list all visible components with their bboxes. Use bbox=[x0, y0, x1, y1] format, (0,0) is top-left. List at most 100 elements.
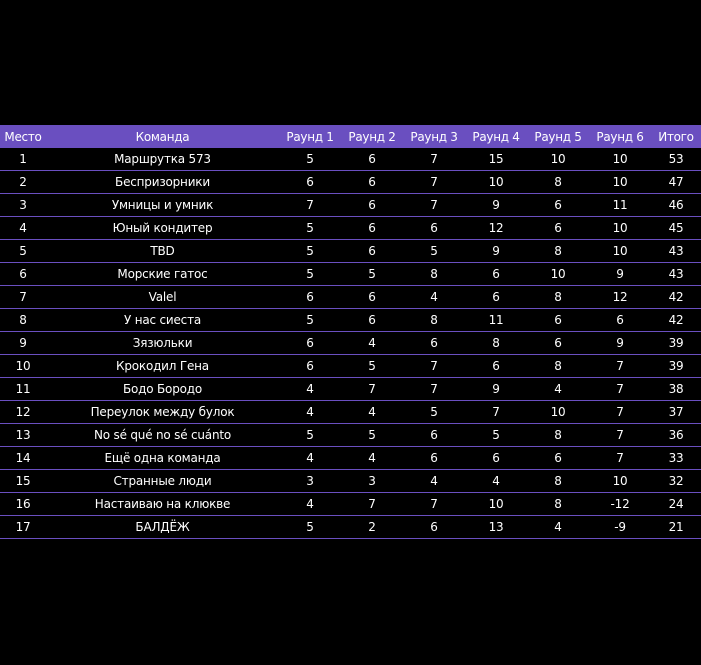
table-row: 2 Беспризорники 6 6 7 10 8 10 47 bbox=[0, 170, 701, 194]
cell-total: 36 bbox=[651, 423, 701, 447]
cell-round-6: 9 bbox=[589, 262, 651, 286]
table-row: 14 Ещё одна команда 4 4 6 6 6 7 33 bbox=[0, 446, 701, 470]
header-round-4: Раунд 4 bbox=[465, 125, 527, 148]
cell-round-5: 8 bbox=[527, 170, 589, 194]
cell-round-5: 8 bbox=[527, 285, 589, 309]
standings-table: Место Команда Раунд 1 Раунд 2 Раунд 3 Ра… bbox=[0, 125, 701, 539]
header-round-6: Раунд 6 bbox=[589, 125, 651, 148]
cell-round-3: 7 bbox=[403, 193, 465, 217]
cell-place: 2 bbox=[0, 170, 46, 194]
cell-round-3: 5 bbox=[403, 239, 465, 263]
cell-round-2: 6 bbox=[341, 308, 403, 332]
table-row: 6 Морские гатос 5 5 8 6 10 9 43 bbox=[0, 262, 701, 286]
cell-round-2: 4 bbox=[341, 331, 403, 355]
cell-round-3: 7 bbox=[403, 148, 465, 171]
cell-round-5: 6 bbox=[527, 331, 589, 355]
cell-round-6: 10 bbox=[589, 170, 651, 194]
cell-round-1: 4 bbox=[279, 377, 341, 401]
cell-round-4: 6 bbox=[465, 354, 527, 378]
cell-round-6: 7 bbox=[589, 423, 651, 447]
header-row: Место Команда Раунд 1 Раунд 2 Раунд 3 Ра… bbox=[0, 125, 701, 148]
table-row: 9 Зязюльки 6 4 6 8 6 9 39 bbox=[0, 331, 701, 355]
cell-round-5: 8 bbox=[527, 469, 589, 493]
cell-place: 1 bbox=[0, 148, 46, 171]
cell-round-2: 4 bbox=[341, 400, 403, 424]
cell-round-4: 5 bbox=[465, 423, 527, 447]
table-row: 1 Маршрутка 573 5 6 7 15 10 10 53 bbox=[0, 148, 701, 171]
cell-round-1: 5 bbox=[279, 423, 341, 447]
cell-total: 24 bbox=[651, 492, 701, 516]
cell-place: 9 bbox=[0, 331, 46, 355]
cell-round-4: 10 bbox=[465, 170, 527, 194]
cell-round-3: 4 bbox=[403, 469, 465, 493]
cell-total: 46 bbox=[651, 193, 701, 217]
cell-round-5: 6 bbox=[527, 308, 589, 332]
table-row: 17 БАЛДЁЖ 5 2 6 13 4 -9 21 bbox=[0, 515, 701, 539]
cell-place: 15 bbox=[0, 469, 46, 493]
cell-round-6: 9 bbox=[589, 331, 651, 355]
cell-total: 21 bbox=[651, 515, 701, 539]
cell-round-4: 7 bbox=[465, 400, 527, 424]
cell-team: Беспризорники bbox=[46, 170, 279, 194]
cell-round-5: 8 bbox=[527, 239, 589, 263]
cell-place: 10 bbox=[0, 354, 46, 378]
cell-round-5: 10 bbox=[527, 148, 589, 171]
cell-round-6: 11 bbox=[589, 193, 651, 217]
cell-total: 43 bbox=[651, 239, 701, 263]
cell-round-1: 5 bbox=[279, 239, 341, 263]
header-round-1: Раунд 1 bbox=[279, 125, 341, 148]
cell-round-3: 6 bbox=[403, 515, 465, 539]
cell-team: Маршрутка 573 bbox=[46, 148, 279, 171]
cell-round-6: 7 bbox=[589, 377, 651, 401]
cell-team: Переулок между булок bbox=[46, 400, 279, 424]
cell-round-1: 6 bbox=[279, 170, 341, 194]
cell-round-3: 7 bbox=[403, 170, 465, 194]
cell-total: 32 bbox=[651, 469, 701, 493]
cell-round-3: 7 bbox=[403, 377, 465, 401]
cell-round-2: 6 bbox=[341, 239, 403, 263]
cell-round-3: 5 bbox=[403, 400, 465, 424]
cell-round-5: 10 bbox=[527, 400, 589, 424]
cell-round-5: 6 bbox=[527, 216, 589, 240]
cell-total: 39 bbox=[651, 354, 701, 378]
cell-total: 45 bbox=[651, 216, 701, 240]
header-round-2: Раунд 2 bbox=[341, 125, 403, 148]
cell-round-5: 10 bbox=[527, 262, 589, 286]
cell-round-4: 6 bbox=[465, 285, 527, 309]
cell-round-6: 7 bbox=[589, 354, 651, 378]
cell-place: 11 bbox=[0, 377, 46, 401]
cell-round-2: 3 bbox=[341, 469, 403, 493]
cell-round-2: 6 bbox=[341, 148, 403, 171]
cell-round-3: 8 bbox=[403, 308, 465, 332]
cell-round-1: 5 bbox=[279, 216, 341, 240]
cell-round-3: 8 bbox=[403, 262, 465, 286]
table-row: 15 Странные люди 3 3 4 4 8 10 32 bbox=[0, 469, 701, 493]
cell-round-2: 6 bbox=[341, 216, 403, 240]
cell-round-4: 10 bbox=[465, 492, 527, 516]
cell-team: TBD bbox=[46, 239, 279, 263]
cell-round-2: 7 bbox=[341, 492, 403, 516]
cell-round-6: -12 bbox=[589, 492, 651, 516]
cell-round-6: 7 bbox=[589, 446, 651, 470]
cell-round-2: 5 bbox=[341, 262, 403, 286]
header-round-3: Раунд 3 bbox=[403, 125, 465, 148]
table-body: 1 Маршрутка 573 5 6 7 15 10 10 53 2 Беспризорники 6… bbox=[0, 148, 701, 539]
cell-round-5: 6 bbox=[527, 193, 589, 217]
table-row: 16 Настаиваю на клюкве 4 7 7 10 8 -12 24 bbox=[0, 492, 701, 516]
cell-round-3: 7 bbox=[403, 354, 465, 378]
cell-total: 47 bbox=[651, 170, 701, 194]
cell-round-2: 2 bbox=[341, 515, 403, 539]
cell-round-5: 4 bbox=[527, 515, 589, 539]
cell-team: Зязюльки bbox=[46, 331, 279, 355]
header-total: Итого bbox=[651, 125, 701, 148]
cell-round-1: 4 bbox=[279, 446, 341, 470]
cell-round-2: 6 bbox=[341, 170, 403, 194]
cell-round-2: 5 bbox=[341, 423, 403, 447]
cell-round-1: 4 bbox=[279, 492, 341, 516]
cell-round-4: 4 bbox=[465, 469, 527, 493]
cell-team: Странные люди bbox=[46, 469, 279, 493]
cell-round-4: 11 bbox=[465, 308, 527, 332]
cell-round-3: 6 bbox=[403, 331, 465, 355]
cell-round-2: 6 bbox=[341, 285, 403, 309]
header-place: Место bbox=[0, 125, 46, 148]
